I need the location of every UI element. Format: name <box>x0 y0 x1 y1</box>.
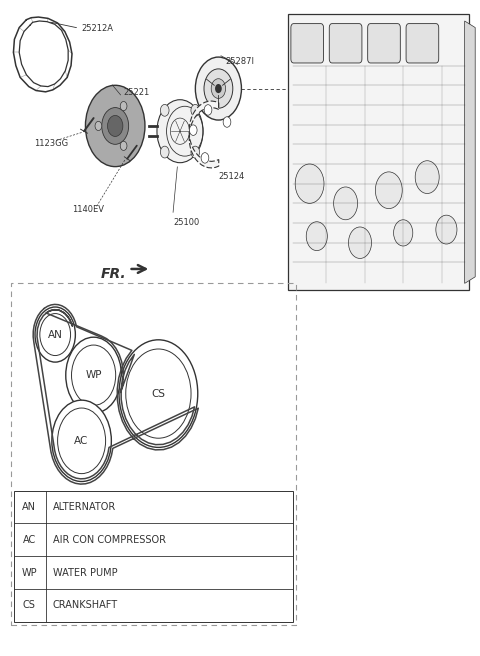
Circle shape <box>375 172 402 209</box>
Text: AIR CON COMPRESSOR: AIR CON COMPRESSOR <box>53 535 166 545</box>
FancyBboxPatch shape <box>291 24 324 63</box>
Text: CS: CS <box>23 600 36 611</box>
Circle shape <box>204 105 212 115</box>
Text: 25212A: 25212A <box>82 24 114 33</box>
Text: 1123GG: 1123GG <box>34 138 68 148</box>
Circle shape <box>85 85 145 167</box>
Text: CRANKSHAFT: CRANKSHAFT <box>53 600 118 611</box>
Circle shape <box>190 125 197 135</box>
Polygon shape <box>465 21 475 283</box>
Text: WP: WP <box>22 567 37 578</box>
Text: AC: AC <box>74 436 89 446</box>
Circle shape <box>195 57 241 120</box>
Circle shape <box>394 220 413 246</box>
FancyBboxPatch shape <box>406 24 439 63</box>
Text: AC: AC <box>23 535 36 545</box>
Text: WP: WP <box>85 370 102 380</box>
Circle shape <box>215 84 222 93</box>
FancyBboxPatch shape <box>368 24 400 63</box>
Circle shape <box>102 108 129 144</box>
Circle shape <box>160 146 169 158</box>
Circle shape <box>211 79 226 98</box>
Text: 25124: 25124 <box>218 172 245 181</box>
Circle shape <box>157 100 203 163</box>
Circle shape <box>201 153 209 163</box>
Circle shape <box>436 215 457 244</box>
Text: 25100: 25100 <box>174 218 200 227</box>
Circle shape <box>295 164 324 203</box>
Text: AN: AN <box>48 329 62 340</box>
Circle shape <box>204 69 233 108</box>
Circle shape <box>334 187 358 220</box>
Circle shape <box>66 337 121 413</box>
Circle shape <box>191 104 200 116</box>
Text: CS: CS <box>151 388 166 399</box>
Circle shape <box>348 227 372 258</box>
Circle shape <box>35 307 75 362</box>
Text: 25221: 25221 <box>123 88 150 97</box>
Text: WATER PUMP: WATER PUMP <box>53 567 118 578</box>
Text: ALTERNATOR: ALTERNATOR <box>53 502 116 512</box>
Circle shape <box>415 161 439 194</box>
Polygon shape <box>189 101 219 168</box>
Text: AN: AN <box>23 502 36 512</box>
FancyBboxPatch shape <box>329 24 362 63</box>
Circle shape <box>95 121 102 131</box>
Circle shape <box>160 104 169 116</box>
Circle shape <box>120 102 127 111</box>
FancyBboxPatch shape <box>288 14 469 290</box>
Circle shape <box>119 340 198 447</box>
Circle shape <box>120 141 127 150</box>
Text: 25287I: 25287I <box>226 56 254 66</box>
Circle shape <box>306 222 327 251</box>
Circle shape <box>223 117 231 127</box>
Circle shape <box>191 146 200 158</box>
Text: FR.: FR. <box>101 267 126 281</box>
Text: 1140EV: 1140EV <box>72 205 104 215</box>
Circle shape <box>108 115 123 136</box>
Circle shape <box>52 400 111 482</box>
